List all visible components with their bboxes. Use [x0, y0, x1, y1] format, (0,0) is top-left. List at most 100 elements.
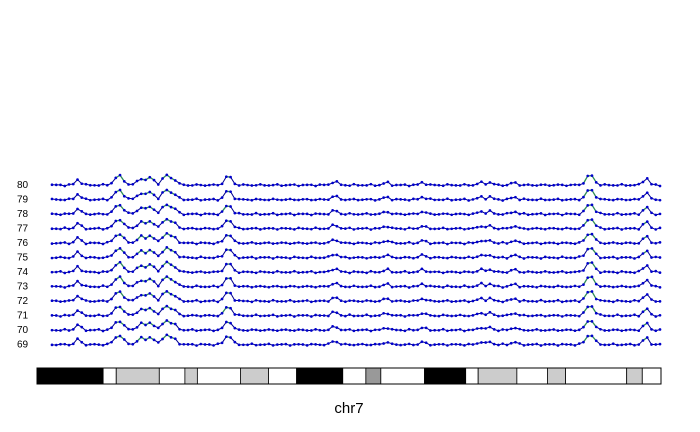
- track-point: [93, 342, 96, 346]
- track-point: [97, 285, 101, 289]
- track-point: [484, 183, 488, 186]
- track-point: [514, 181, 517, 184]
- track-point: [50, 183, 54, 187]
- track-point: [331, 325, 334, 328]
- track-point: [148, 306, 152, 310]
- track-point: [407, 198, 411, 202]
- track-point: [67, 212, 71, 216]
- track-point: [539, 344, 543, 347]
- track-point: [322, 299, 326, 303]
- track-point: [148, 220, 152, 223]
- track-point: [135, 252, 139, 256]
- track-point: [135, 209, 139, 213]
- track-point: [80, 325, 84, 329]
- track-point: [71, 212, 75, 215]
- track-point: [412, 299, 415, 302]
- track-point: [450, 227, 454, 231]
- track-point: [271, 271, 275, 274]
- track-point: [429, 329, 432, 332]
- track-point: [207, 183, 211, 187]
- track-point: [509, 312, 513, 316]
- track-point: [169, 307, 173, 311]
- track-point: [297, 256, 300, 259]
- track-point: [327, 269, 330, 273]
- track-point: [628, 270, 632, 274]
- track-point: [84, 314, 88, 318]
- track-point: [560, 328, 564, 332]
- track-point: [590, 203, 594, 207]
- track-point: [475, 269, 479, 273]
- track-point: [144, 323, 147, 327]
- track-point: [241, 183, 245, 186]
- track-point: [560, 255, 564, 259]
- track-point: [467, 328, 471, 332]
- track-point: [216, 342, 220, 346]
- track-point: [501, 184, 505, 188]
- track-point: [178, 210, 181, 214]
- track-point: [361, 255, 364, 259]
- track-point: [497, 343, 500, 347]
- track-point: [101, 343, 105, 347]
- track-point: [628, 255, 632, 259]
- track-point: [152, 208, 156, 212]
- track-point: [229, 306, 232, 310]
- track-point: [611, 342, 615, 346]
- track-point: [114, 205, 118, 208]
- track-point: [335, 224, 339, 228]
- track-point: [531, 184, 534, 187]
- track-point: [450, 314, 454, 318]
- track-point: [310, 269, 313, 273]
- track-point: [497, 270, 500, 273]
- track-point: [305, 197, 309, 201]
- ideogram-band: [296, 367, 344, 385]
- track-point: [241, 212, 245, 216]
- track-point: [480, 267, 483, 271]
- track-point: [331, 340, 334, 343]
- track-point: [522, 197, 526, 201]
- track-point: [569, 328, 573, 332]
- track-point: [135, 326, 139, 329]
- track-point: [395, 270, 398, 274]
- track-point: [650, 328, 653, 331]
- track-point: [458, 198, 462, 201]
- track-point: [399, 285, 402, 288]
- track-point: [543, 314, 547, 318]
- track-point: [416, 227, 419, 230]
- track-point: [454, 241, 458, 245]
- track-point: [169, 234, 173, 238]
- track-point: [310, 285, 313, 288]
- track-point: [645, 205, 649, 209]
- track-point: [310, 241, 313, 245]
- track-point: [88, 300, 92, 303]
- track-point: [195, 298, 198, 302]
- track-point: [220, 182, 224, 186]
- track-point: [258, 242, 262, 245]
- track-point: [161, 292, 164, 296]
- track-point: [607, 227, 611, 231]
- track-point: [110, 340, 113, 344]
- track-point: [471, 226, 475, 230]
- track-point: [505, 183, 509, 187]
- track-point: [412, 227, 415, 231]
- track-point: [122, 208, 126, 212]
- track-point: [633, 285, 636, 288]
- track-point: [318, 343, 322, 347]
- track-point: [135, 194, 139, 198]
- track-point: [301, 197, 305, 201]
- track-point: [463, 227, 466, 231]
- track-point: [556, 242, 560, 246]
- track-point: [293, 213, 296, 217]
- track-point: [173, 250, 177, 254]
- track-point: [509, 226, 513, 229]
- track-point: [339, 299, 343, 303]
- ideogram-band: [342, 367, 367, 385]
- track-point: [224, 233, 228, 237]
- ideogram-band: [477, 367, 518, 385]
- track-point: [54, 256, 58, 260]
- track-point: [569, 256, 573, 260]
- track-point: [620, 329, 624, 333]
- track-point: [293, 315, 296, 318]
- track-point: [497, 242, 500, 245]
- track-point: [450, 241, 454, 245]
- track-point: [352, 329, 356, 333]
